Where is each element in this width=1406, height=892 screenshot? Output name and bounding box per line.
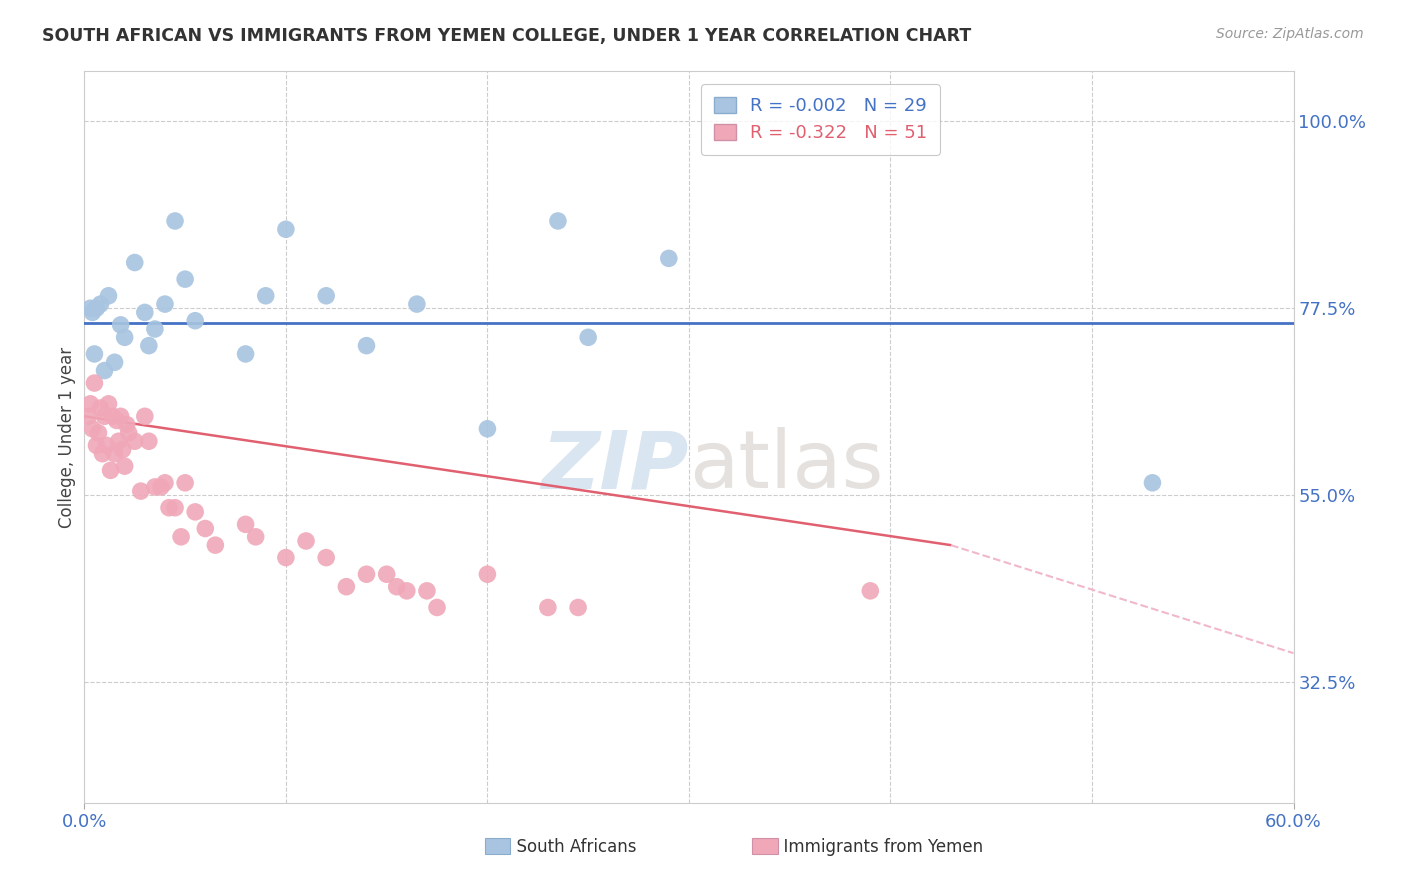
Text: South Africans: South Africans: [506, 838, 637, 856]
Point: [859, 583, 882, 598]
Point: [82, 305, 104, 319]
Point: [245, 530, 267, 544]
Point: [138, 434, 160, 449]
Text: SOUTH AFRICAN VS IMMIGRANTS FROM YEMEN COLLEGE, UNDER 1 YEAR CORRELATION CHART: SOUTH AFRICAN VS IMMIGRANTS FROM YEMEN C…: [42, 27, 972, 45]
FancyBboxPatch shape: [752, 838, 778, 854]
Y-axis label: College, Under 1 year: College, Under 1 year: [58, 346, 76, 528]
Point: [114, 459, 136, 474]
Point: [129, 484, 152, 499]
Text: atlas: atlas: [689, 427, 883, 506]
Point: [101, 409, 124, 424]
Point: [87, 425, 110, 440]
Point: [274, 550, 297, 565]
Point: [86, 438, 108, 452]
Point: [315, 550, 337, 565]
Point: [83, 347, 105, 361]
Text: ZIP: ZIP: [541, 427, 689, 506]
Point: [93, 363, 115, 377]
Point: [658, 252, 681, 266]
FancyBboxPatch shape: [485, 838, 510, 854]
Point: [335, 580, 357, 594]
Point: [89, 401, 111, 415]
Point: [576, 330, 599, 344]
Point: [134, 409, 156, 424]
Point: [111, 442, 134, 457]
Point: [138, 338, 160, 352]
Point: [194, 521, 217, 535]
Point: [567, 600, 589, 615]
Point: [93, 409, 115, 424]
Point: [124, 434, 146, 449]
Point: [134, 305, 156, 319]
Point: [77, 409, 100, 424]
Point: [100, 463, 122, 477]
Point: [97, 397, 120, 411]
Point: [165, 500, 187, 515]
Point: [118, 425, 141, 440]
Point: [165, 214, 187, 228]
Point: [395, 583, 418, 598]
Point: [91, 447, 114, 461]
Point: [254, 289, 277, 303]
Point: [184, 505, 207, 519]
Point: [356, 338, 378, 352]
Point: [107, 434, 129, 449]
Point: [114, 330, 136, 344]
Point: [96, 438, 118, 452]
Point: [82, 422, 104, 436]
Point: [204, 538, 226, 552]
Point: [356, 567, 378, 582]
Point: [153, 475, 176, 490]
Point: [235, 517, 257, 532]
Text: Source: ZipAtlas.com: Source: ZipAtlas.com: [1216, 27, 1364, 41]
Point: [170, 530, 193, 544]
Point: [149, 480, 172, 494]
Point: [97, 289, 120, 303]
Point: [315, 289, 337, 303]
Point: [547, 214, 569, 228]
Point: [174, 475, 197, 490]
Point: [184, 314, 207, 328]
Point: [537, 600, 560, 615]
Point: [89, 297, 111, 311]
Point: [274, 222, 297, 236]
Point: [375, 567, 398, 582]
Point: [83, 376, 105, 390]
Point: [104, 447, 127, 461]
Point: [143, 322, 166, 336]
Point: [477, 422, 499, 436]
Point: [385, 580, 408, 594]
Point: [124, 255, 146, 269]
Point: [143, 480, 166, 494]
Point: [157, 500, 180, 515]
Point: [86, 301, 108, 316]
Point: [174, 272, 197, 286]
Point: [406, 297, 429, 311]
Point: [477, 567, 499, 582]
Point: [235, 347, 257, 361]
Text: Immigrants from Yemen: Immigrants from Yemen: [773, 838, 983, 856]
Point: [105, 413, 128, 427]
Point: [79, 301, 101, 316]
Point: [110, 318, 132, 332]
Point: [115, 417, 138, 432]
Point: [104, 355, 127, 369]
Point: [1142, 475, 1164, 490]
Point: [153, 297, 176, 311]
Point: [79, 397, 101, 411]
Legend: R = -0.002   N = 29, R = -0.322   N = 51: R = -0.002 N = 29, R = -0.322 N = 51: [702, 84, 939, 155]
Point: [110, 409, 132, 424]
Point: [416, 583, 439, 598]
Point: [295, 533, 318, 548]
Point: [426, 600, 449, 615]
